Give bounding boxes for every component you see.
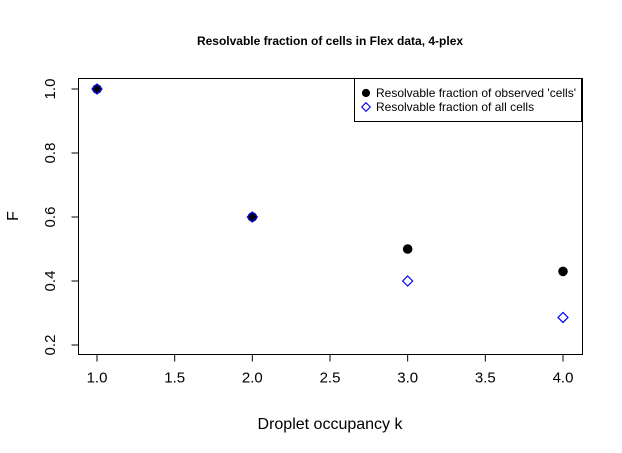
- y-axis-label: F: [5, 211, 22, 221]
- legend: Resolvable fraction of observed 'cells'R…: [354, 78, 582, 122]
- legend-marker-circle: [361, 88, 371, 98]
- data-point: [557, 311, 569, 324]
- x-tick-label: 1.0: [87, 370, 108, 387]
- data-point: [246, 211, 259, 223]
- data-point: [247, 212, 258, 222]
- y-tick-label: 0.2: [42, 335, 59, 356]
- x-tick-label: 2.0: [242, 370, 263, 387]
- y-tick-label: 0.4: [42, 271, 59, 292]
- data-point: [91, 83, 103, 95]
- data-points: [91, 83, 569, 324]
- y-axis: 0.2 0.4 0.6 0.8 1.0: [42, 79, 79, 356]
- x-axis-label: Droplet occupancy k: [258, 416, 404, 433]
- x-tick-label: 4.0: [553, 370, 574, 387]
- series-2: [91, 83, 569, 324]
- x-tick-label: 1.5: [164, 370, 185, 387]
- data-point: [402, 244, 413, 254]
- data-point: [558, 266, 568, 277]
- plot-frame: [78, 78, 583, 355]
- x-axis: 1.0 1.5 2.0 2.5 3.0 3.5 4.0: [87, 354, 574, 387]
- legend-label: Resolvable fraction of all cells: [376, 100, 534, 114]
- data-point: [401, 275, 414, 287]
- legend-marker-diamond: [360, 101, 372, 113]
- y-tick-label: 0.6: [42, 207, 59, 228]
- x-tick-label: 3.5: [475, 370, 496, 387]
- y-tick-label: 1.0: [42, 79, 59, 100]
- y-tick-label: 0.8: [42, 143, 59, 164]
- x-tick-label: 3.0: [397, 370, 418, 387]
- data-point: [92, 84, 102, 94]
- legend-label: Resolvable fraction of observed 'cells': [376, 86, 576, 100]
- chart-title: Resolvable fraction of cells in Flex dat…: [197, 34, 463, 48]
- legend-box: [354, 78, 582, 122]
- x-tick-label: 2.5: [320, 370, 341, 387]
